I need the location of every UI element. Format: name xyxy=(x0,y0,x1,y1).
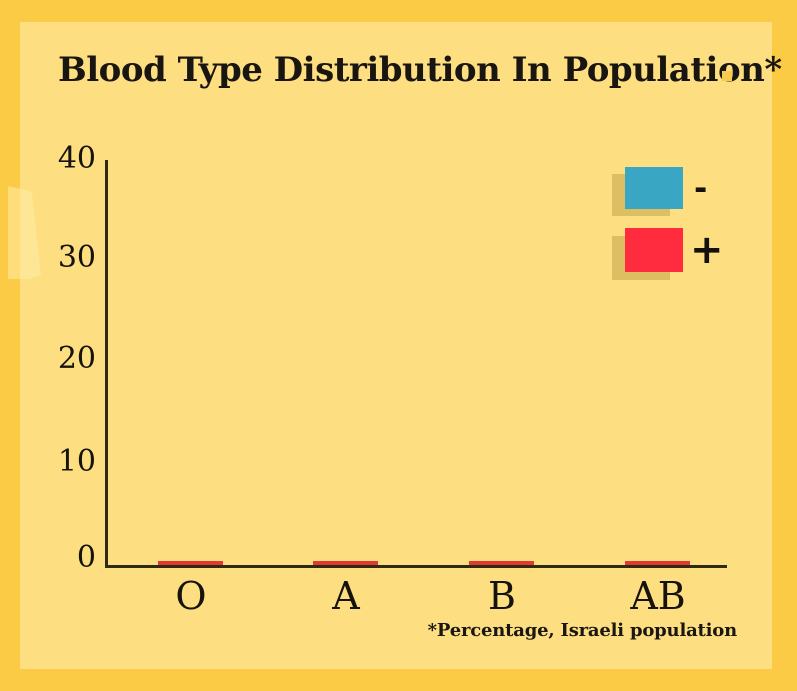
chart-title: Blood Type Distribution In Population* xyxy=(58,50,782,90)
bar-plus-AB xyxy=(625,560,690,565)
x-label-AB: AB xyxy=(630,574,686,618)
legend-plus-swatch xyxy=(625,228,683,272)
bar-plus-A xyxy=(313,560,378,565)
y-tick-40: 40 xyxy=(57,141,96,176)
y-tick-10: 10 xyxy=(57,444,96,479)
chart-footnote: *Percentage, Israeli population xyxy=(427,620,738,641)
y-axis-line xyxy=(105,160,108,567)
y-tick-30: 30 xyxy=(57,240,96,275)
title-cursor-square xyxy=(722,71,732,81)
x-axis-line xyxy=(105,565,727,568)
x-label-A: A xyxy=(332,574,360,618)
y-tick-0: 0 xyxy=(76,540,96,575)
bar-plus-O xyxy=(158,560,223,565)
legend-minus-swatch xyxy=(625,167,683,209)
x-label-O: O xyxy=(175,574,207,618)
legend-plus-label: + xyxy=(690,227,724,273)
x-label-B: B xyxy=(488,574,516,618)
y-tick-20: 20 xyxy=(57,341,96,376)
chart-panel xyxy=(20,22,772,669)
bar-plus-B xyxy=(469,560,534,565)
legend-minus-label: - xyxy=(694,169,708,207)
